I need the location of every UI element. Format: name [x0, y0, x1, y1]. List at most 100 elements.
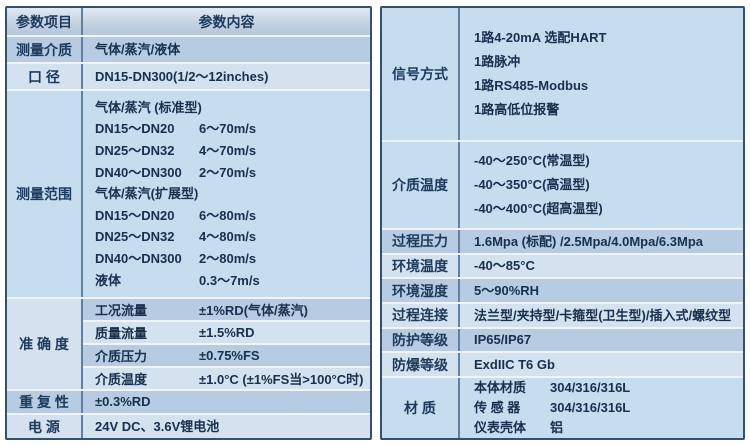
- row-protection-rating: 防护等级 IP65/IP67: [382, 326, 743, 352]
- row-content: ExdIIC T6 Gb: [460, 353, 743, 376]
- spec-line: 气体/蒸汽(扩展型): [95, 183, 370, 205]
- spec-value: ±1.0°C (±1%FS当>100°C时): [199, 372, 364, 387]
- row-content: -40～250°C(常温型) -40～350°C(高温型) -40～400°C(…: [460, 142, 743, 228]
- spec-name: 仪表壳体: [474, 420, 527, 436]
- spec-name: DN40～DN300: [95, 164, 182, 180]
- row-label: 口 径: [7, 64, 83, 89]
- row-label: 环境湿度: [382, 279, 460, 303]
- spec-line: DN40～DN300 2～70m/s: [95, 162, 370, 184]
- spec-line: ±0.3%RD: [95, 394, 151, 410]
- row-content: 气体/蒸汽 (标准型) DN15～DN20 6～70m/s DN25～DN32 4～…: [83, 91, 370, 297]
- row-content: ±0.3%RD: [83, 391, 370, 413]
- header-param-content: 参数内容: [198, 13, 255, 30]
- spec-line: 传 感 器 304/316/316L: [474, 398, 743, 418]
- spec-line: 气体/蒸汽 (标准型): [95, 97, 370, 119]
- spec-name: DN25～DN32: [95, 229, 175, 245]
- row-label: 防爆等级: [382, 353, 460, 377]
- spec-line: 液体 0.3～7m/s: [95, 270, 370, 292]
- row-content: 24V DC、3.6V锂电池: [83, 415, 370, 438]
- spec-value: 2～70m/s: [199, 164, 257, 180]
- row-content: DN15-DN300(1/2～12inches): [83, 64, 370, 89]
- row-explosion-proof-rating: 防爆等级 ExdIIC T6 Gb: [382, 351, 743, 377]
- spec-line: 1.6Mpa (标配) /2.5Mpa/4.0Mpa/6.3Mpa: [474, 233, 704, 249]
- spec-line: -40～350°C(高温型): [474, 177, 590, 192]
- spec-name: DN25～DN32: [95, 143, 175, 159]
- row-label: 测量介质: [7, 37, 83, 62]
- row-content: 1路4-20mA 选配HART 1路脉冲 1路RS485-Modbus 1路高低…: [460, 8, 743, 140]
- spec-value: 4～80m/s: [199, 229, 257, 245]
- spec-name: DN15～DN20: [95, 121, 175, 137]
- spec-name: DN15～DN20: [95, 207, 175, 223]
- spec-line: 本体材质 304/316/316L: [474, 378, 743, 398]
- row-accuracy: 准 确 度 工况流量 ±1%RD(气体/蒸汽) 质量流量 ±1.5%RD 介质压力 ±…: [7, 297, 370, 389]
- spec-line: DN40～DN300 2～80m/s: [95, 248, 370, 270]
- spec-value: ±0.75%FS: [199, 348, 260, 363]
- row-content: 法兰型/夹持型/卡箍型(卫生型)/插入式/螺纹型: [460, 304, 743, 327]
- spec-value: 2～80m/s: [199, 250, 257, 266]
- spec-name: 介质温度: [95, 372, 148, 387]
- spec-line: 1路4-20mA 选配HART: [474, 30, 607, 45]
- row-label: 测量范围: [7, 91, 83, 297]
- spec-name: 工况流量: [95, 303, 148, 318]
- row-content: 本体材质 304/316/316L 传 感 器 304/316/316L 仪表壳体 铝: [460, 378, 743, 438]
- row-content: 工况流量 ±1%RD(气体/蒸汽) 质量流量 ±1.5%RD 介质压力 ±0.75%F…: [83, 299, 370, 389]
- row-ambient-temperature: 环境温度 -40～85°C: [382, 252, 743, 278]
- spec-name: DN40～DN300: [95, 250, 182, 266]
- row-label: 准 确 度: [7, 299, 83, 389]
- row-process-pressure: 过程压力 1.6Mpa (标配) /2.5Mpa/4.0Mpa/6.3Mpa: [382, 228, 743, 253]
- spec-line: 5～90%RH: [474, 282, 540, 298]
- spec-line: 介质压力 ±0.75%FS: [83, 343, 370, 366]
- spec-line: ExdIIC T6 Gb: [474, 356, 555, 372]
- row-label: 信号方式: [382, 8, 460, 140]
- spec-value: 6～70m/s: [199, 121, 257, 137]
- spec-value: ±1%RD(气体/蒸汽): [199, 303, 308, 318]
- row-content: 气体/蒸汽/液体: [83, 37, 370, 62]
- row-material: 材 质 本体材质 304/316/316L 传 感 器 304/316/316L 仪…: [382, 376, 743, 438]
- spec-line: DN15-DN300(1/2～12inches): [95, 68, 269, 84]
- spec-line: -40～250°C(常温型): [474, 153, 590, 168]
- left-spec-table: 参数项目 参数内容 测量介质 气体/蒸汽/液体 口 径 DN15-DN300(1…: [5, 6, 372, 440]
- spec-name: 质量流量: [95, 326, 148, 341]
- row-label: 介质温度: [382, 142, 460, 228]
- spec-name: 气体/蒸汽(扩展型): [95, 186, 199, 202]
- row-content: 5～90%RH: [460, 279, 743, 302]
- row-diameter: 口 径 DN15-DN300(1/2～12inches): [7, 62, 370, 89]
- spec-line: 仪表壳体 铝: [474, 418, 743, 438]
- spec-value: ±1.5%RD: [199, 325, 255, 340]
- spec-line: 1路高低位报警: [474, 102, 560, 117]
- row-label: 过程连接: [382, 304, 460, 327]
- row-medium-temperature: 介质温度 -40～250°C(常温型) -40～350°C(高温型) -40～4…: [382, 140, 743, 228]
- row-label: 重 复 性: [7, 391, 83, 413]
- row-content: -40～85°C: [460, 255, 743, 278]
- spec-name: 气体/蒸汽 (标准型): [95, 99, 202, 115]
- spec-value: 0.3～7m/s: [199, 272, 260, 288]
- row-ambient-humidity: 环境湿度 5～90%RH: [382, 277, 743, 303]
- spec-line: DN25～DN32 4～80m/s: [95, 226, 370, 248]
- row-process-connection: 过程连接 法兰型/夹持型/卡箍型(卫生型)/插入式/螺纹型: [382, 302, 743, 327]
- header-param-item: 参数项目: [7, 8, 83, 35]
- spec-value: 304/316/316L: [550, 380, 631, 396]
- row-label: 电 源: [7, 415, 83, 438]
- row-power-supply: 电 源 24V DC、3.6V锂电池: [7, 413, 370, 438]
- row-repeatability: 重 复 性 ±0.3%RD: [7, 389, 370, 413]
- row-measuring-medium: 测量介质 气体/蒸汽/液体: [7, 35, 370, 62]
- right-spec-table: 信号方式 1路4-20mA 选配HART 1路脉冲 1路RS485-Modbus…: [380, 6, 745, 440]
- row-label: 环境温度: [382, 254, 460, 278]
- spec-name: 液体: [95, 272, 122, 288]
- spec-line: 法兰型/夹持型/卡箍型(卫生型)/插入式/螺纹型: [474, 307, 732, 323]
- row-content: IP65/IP67: [460, 329, 743, 352]
- spec-line: 1路RS485-Modbus: [474, 78, 589, 93]
- spec-line: DN15～DN20 6～80m/s: [95, 205, 370, 227]
- spec-line: 24V DC、3.6V锂电池: [95, 418, 220, 434]
- row-label: 防护等级: [382, 328, 460, 352]
- spec-line: -40～85°C: [474, 258, 535, 274]
- row-signal-type: 信号方式 1路4-20mA 选配HART 1路脉冲 1路RS485-Modbus…: [382, 8, 743, 140]
- table-header-row: 参数项目 参数内容: [7, 8, 370, 35]
- row-measuring-range: 测量范围 气体/蒸汽 (标准型) DN15～DN20 6～70m/s DN25～D…: [7, 89, 370, 297]
- spec-value: 6～80m/s: [199, 207, 257, 223]
- spec-line: -40～400°C(超高温型): [474, 201, 603, 216]
- spec-line: IP65/IP67: [474, 332, 532, 348]
- spec-line: 1路脉冲: [474, 54, 521, 69]
- spec-line: 工况流量 ±1%RD(气体/蒸汽): [83, 299, 370, 320]
